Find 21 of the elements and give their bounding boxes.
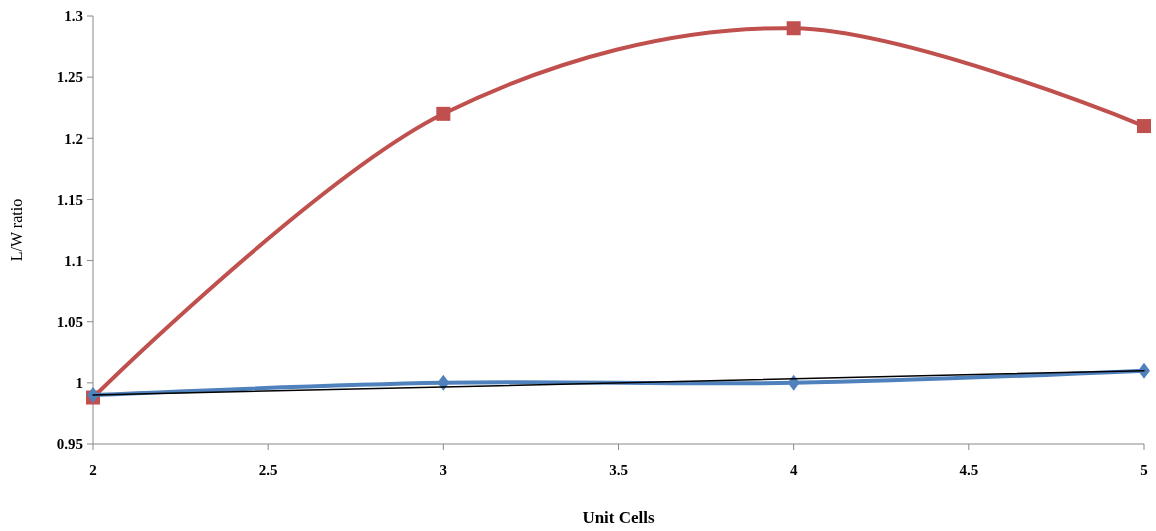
y-tick-label: 1.2 xyxy=(64,130,83,147)
y-tick-label: 1.3 xyxy=(64,8,83,25)
x-tick-label: 2.5 xyxy=(258,462,278,478)
y-tick-label: 1 xyxy=(75,375,83,392)
x-tick-label: 4 xyxy=(789,462,798,478)
y-tick-label: 1.05 xyxy=(56,313,83,330)
y-tick-label: 1.15 xyxy=(56,191,83,208)
x-tick-label: 2 xyxy=(89,462,97,478)
x-tick-label: 5 xyxy=(1140,462,1148,478)
point xyxy=(786,21,801,36)
y-tick-label: 1.25 xyxy=(56,69,83,86)
point xyxy=(1138,362,1150,379)
x-axis-title: Unit Cells xyxy=(582,508,656,527)
x-tick-label: 3.5 xyxy=(609,462,628,478)
x-tick-label: 4.5 xyxy=(959,462,979,478)
y-tick-label: 1.1 xyxy=(64,252,83,269)
x-tick-label: 3 xyxy=(439,462,448,478)
point xyxy=(436,106,451,121)
y-axis-title: L/W ratio xyxy=(8,198,25,262)
point xyxy=(1137,119,1151,134)
y-tick-label: 0.95 xyxy=(56,436,83,453)
